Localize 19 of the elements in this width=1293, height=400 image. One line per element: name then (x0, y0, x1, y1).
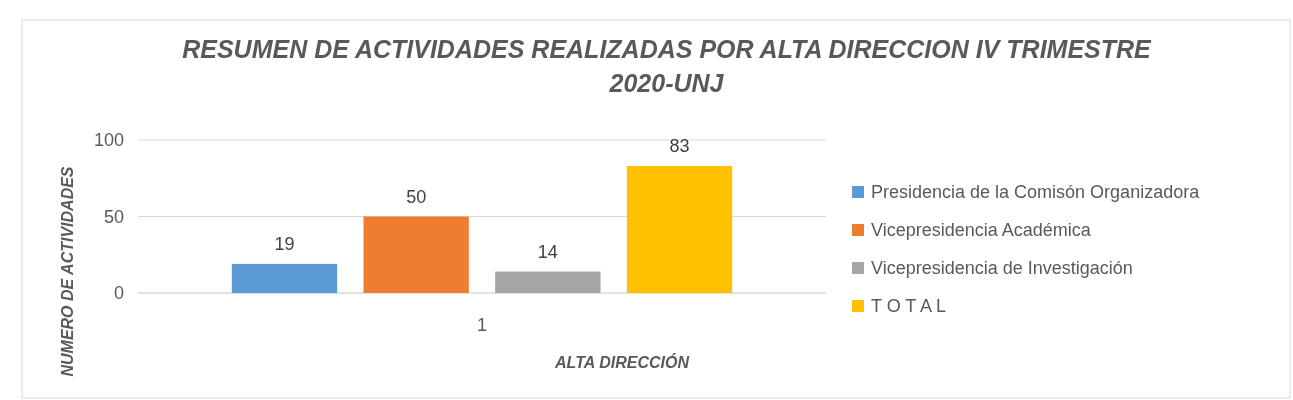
chart-title: RESUMEN DE ACTIVIDADES REALIZADAS POR ALTA DIRECCION IV TRIMESTRE 2020-UNJ (182, 35, 1153, 97)
legend-label: Presidencia de la Comisón Organizadora (871, 182, 1201, 202)
x-tick-label: 1 (476, 315, 488, 335)
x-axis-title: ALTA DIRECCIÓN (554, 353, 690, 371)
bar (626, 166, 733, 293)
y-axis-title: NUMERO DE ACTIVIDADES (59, 166, 76, 377)
data-label: 14 (537, 241, 558, 262)
y-tick-label: 0 (113, 283, 124, 303)
data-label: 50 (406, 186, 427, 207)
y-tick-label: 50 (103, 206, 124, 227)
data-label: 19 (274, 233, 295, 254)
y-tick-label: 100 (93, 130, 124, 150)
legend-label: T O T A L (871, 296, 947, 316)
bar (363, 216, 469, 293)
data-label: 83 (669, 136, 690, 157)
legend-label: Vicepresidencia Académica (871, 220, 1092, 240)
legend-label: Vicepresidencia de Investigación (871, 258, 1133, 278)
bar (231, 263, 338, 293)
bar (495, 271, 601, 293)
